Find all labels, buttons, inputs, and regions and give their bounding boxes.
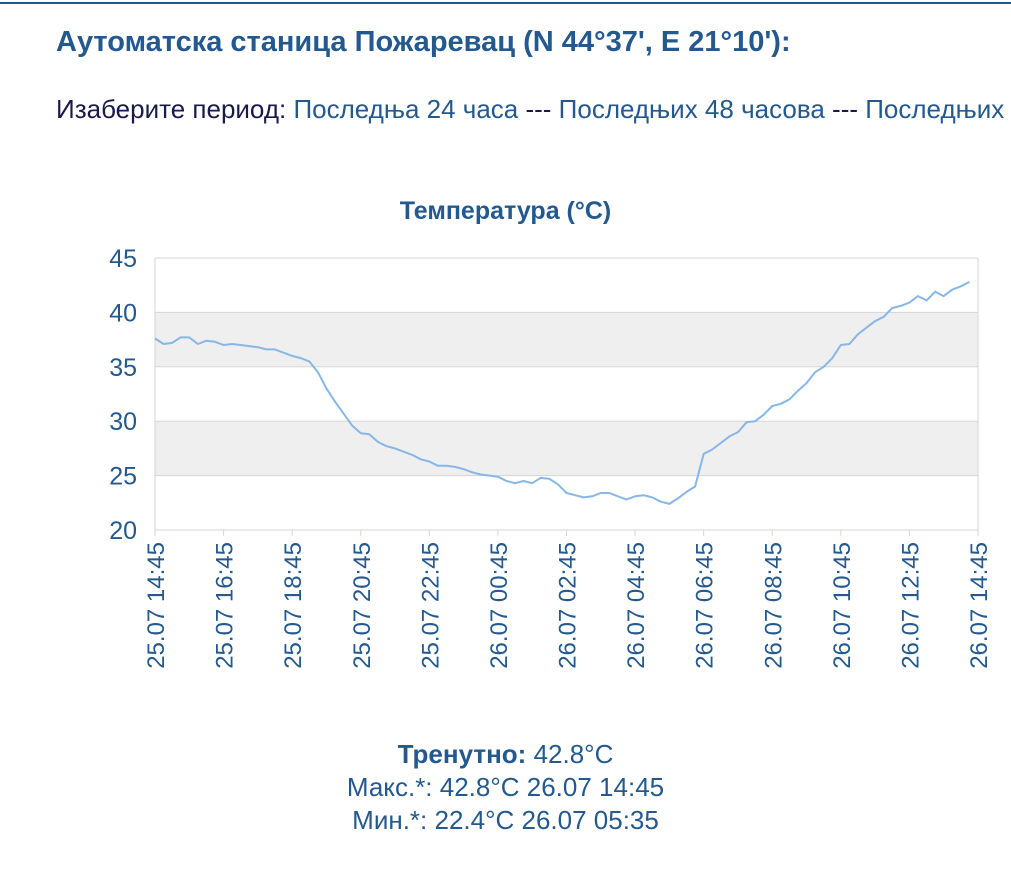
chart-title: Температура (°C) (399, 197, 612, 225)
period-selector: Изаберите период: Последња 24 часа --- П… (56, 94, 1011, 125)
period-link-24h[interactable]: Последња 24 часа (293, 94, 519, 124)
plot-band (155, 421, 978, 476)
x-tick-label: 26.07 14:45 (966, 542, 993, 669)
top-rule (0, 2, 1011, 4)
current-label: Тренутно: (397, 739, 527, 769)
period-separator: --- (824, 94, 866, 124)
max-row: Макс.*: 42.8°C 26.07 14:45 (346, 772, 665, 802)
x-tick-label: 25.07 16:45 (212, 542, 239, 669)
y-tick-label: 20 (109, 517, 137, 545)
period-link-7d[interactable]: Последњих 7 дана (865, 94, 1011, 124)
min-row: Мин.*: 22.4°C 26.07 05:35 (352, 805, 659, 835)
period-separator: --- (518, 94, 559, 124)
period-label: Изаберите период: (56, 94, 287, 124)
x-tick-label: 25.07 20:45 (349, 542, 376, 669)
y-tick-label: 40 (109, 299, 137, 327)
x-tick-label: 26.07 10:45 (829, 542, 856, 669)
x-tick-label: 26.07 06:45 (692, 542, 719, 669)
y-tick-label: 35 (109, 354, 137, 382)
y-tick-label: 30 (109, 408, 137, 436)
stats-block: Тренутно: 42.8°C Макс.*: 42.8°C 26.07 14… (0, 738, 1011, 837)
x-tick-label: 26.07 08:45 (760, 542, 787, 669)
y-tick-label: 45 (109, 245, 137, 273)
x-tick-label: 25.07 22:45 (417, 542, 444, 669)
current-value: 42.8°C (533, 739, 614, 769)
x-tick-label: 26.07 00:45 (486, 542, 513, 669)
x-tick-label: 26.07 04:45 (623, 542, 650, 669)
x-tick-label: 25.07 18:45 (280, 542, 307, 669)
plot-band (155, 312, 978, 367)
current-row: Тренутно: 42.8°C (0, 738, 1011, 771)
x-tick-label: 26.07 12:45 (897, 542, 924, 669)
x-tick-label: 26.07 02:45 (555, 542, 582, 669)
page-title: Аутоматска станица Пожаревац (N 44°37', … (56, 26, 791, 58)
y-tick-label: 25 (109, 463, 137, 491)
period-link-48h[interactable]: Последњих 48 часова (558, 94, 825, 124)
x-tick-label: 25.07 14:45 (143, 542, 170, 669)
temperature-chart: 20 25 30 35 40 45 25.07 14:45 25.07 16:45 25.07 … (109, 245, 993, 669)
temperature-series-line (154, 281, 970, 505)
